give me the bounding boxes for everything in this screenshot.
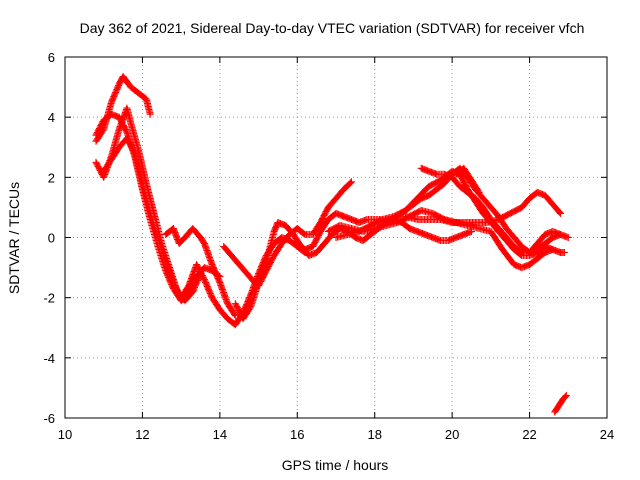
x-tick-label: 12 bbox=[135, 427, 149, 442]
chart-title: Day 362 of 2021, Sidereal Day-to-day VTE… bbox=[80, 20, 585, 36]
plus-markers bbox=[162, 225, 239, 320]
plus-markers bbox=[551, 391, 570, 416]
x-tick-label: 22 bbox=[522, 427, 536, 442]
y-tick-label: -4 bbox=[43, 351, 55, 366]
plus-markers bbox=[92, 104, 204, 305]
y-tick-label: -2 bbox=[43, 291, 55, 306]
satellite-track-4 bbox=[92, 104, 204, 305]
y-tick-label: 2 bbox=[48, 170, 55, 185]
x-tick-label: 10 bbox=[58, 427, 72, 442]
y-tick-label: 0 bbox=[48, 231, 55, 246]
y-tick-label: 4 bbox=[48, 110, 55, 125]
plus-markers bbox=[417, 164, 564, 256]
y-axis-label: SDTVAR / TECUs bbox=[6, 182, 22, 294]
x-tick-label: 24 bbox=[600, 427, 614, 442]
satellite-track-14 bbox=[551, 391, 570, 416]
y-tick-label: -6 bbox=[43, 411, 55, 426]
y-tick-label: 6 bbox=[48, 50, 55, 65]
x-tick-label: 20 bbox=[445, 427, 459, 442]
satellite-track-1 bbox=[92, 73, 154, 145]
x-tick-label: 18 bbox=[367, 427, 381, 442]
x-tick-label: 16 bbox=[290, 427, 304, 442]
satellite-track-11 bbox=[402, 188, 564, 226]
satellite-track-13 bbox=[452, 164, 483, 196]
satellite-track-5 bbox=[162, 225, 239, 320]
x-axis-label: GPS time / hours bbox=[282, 457, 389, 473]
x-tick-label: 14 bbox=[213, 427, 227, 442]
data-points bbox=[92, 73, 572, 416]
plus-markers bbox=[402, 188, 564, 226]
plus-markers bbox=[452, 164, 483, 196]
satellite-track-12 bbox=[417, 164, 564, 256]
plus-markers bbox=[92, 73, 154, 145]
